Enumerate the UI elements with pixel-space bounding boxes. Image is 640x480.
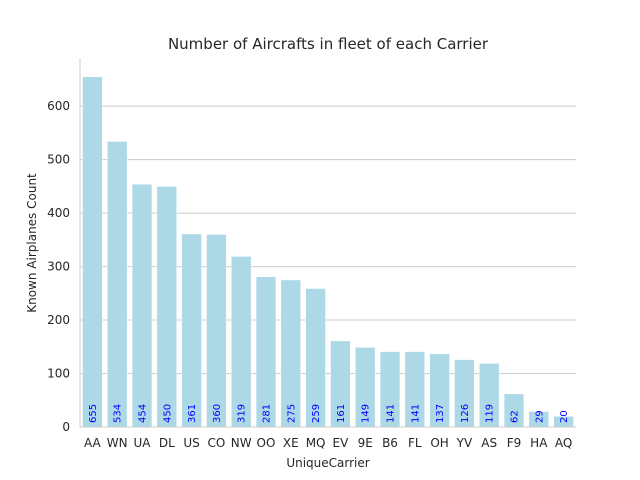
y-tick-label: 600 bbox=[47, 99, 70, 113]
bar-value-label: 454 bbox=[138, 404, 149, 423]
y-tick-labels: 0 100 200 300 400 500 600 bbox=[47, 99, 70, 434]
bar-dl bbox=[156, 186, 177, 428]
y-tick-label: 500 bbox=[47, 153, 70, 167]
x-tick-label: 9E bbox=[358, 436, 373, 450]
y-tick-label: 200 bbox=[47, 313, 70, 327]
bar-value-label: 534 bbox=[113, 404, 124, 423]
x-tick-label: UA bbox=[134, 436, 152, 450]
x-tick-label: B6 bbox=[382, 436, 398, 450]
bar-ua bbox=[131, 183, 153, 428]
y-tick-label: 100 bbox=[47, 367, 70, 381]
bar-value-label: 161 bbox=[336, 404, 347, 423]
x-tick-label: MQ bbox=[306, 436, 326, 450]
x-tick-label: EV bbox=[333, 436, 350, 450]
bar-value-label: 319 bbox=[237, 404, 248, 423]
y-tick-label: 300 bbox=[47, 260, 70, 274]
bar-nw bbox=[231, 256, 252, 428]
chart-title: Number of Aircrafts in fleet of each Car… bbox=[168, 35, 489, 53]
x-tick-label: WN bbox=[107, 436, 128, 450]
x-tick-labels: AA WN UA DL US CO NW OO XE MQ EV 9E B6 FL OH YV AS F9 HA AQ bbox=[84, 436, 572, 450]
x-tick-label: CO bbox=[207, 436, 225, 450]
x-tick-label: OH bbox=[430, 436, 448, 450]
bar-wn bbox=[107, 141, 128, 428]
bar-value-label: 275 bbox=[286, 404, 297, 423]
x-tick-label: AQ bbox=[555, 436, 572, 450]
x-tick-label: XE bbox=[283, 436, 299, 450]
x-axis-label: UniqueCarrier bbox=[286, 456, 369, 470]
bars bbox=[82, 76, 574, 428]
bar-value-label: 281 bbox=[262, 404, 273, 423]
bar-aa bbox=[82, 76, 103, 428]
bar-value-label: 450 bbox=[162, 404, 173, 423]
bar-us bbox=[181, 233, 202, 428]
x-tick-label: AS bbox=[481, 436, 497, 450]
x-tick-label: US bbox=[183, 436, 199, 450]
bar-value-label: 259 bbox=[311, 404, 322, 423]
bar-value-label: 137 bbox=[435, 404, 446, 423]
y-tick-label: 400 bbox=[47, 206, 70, 220]
bar-co bbox=[206, 234, 227, 428]
x-tick-label: AA bbox=[84, 436, 102, 450]
x-tick-label: F9 bbox=[507, 436, 522, 450]
bar-value-label: 141 bbox=[410, 404, 421, 423]
bar-value-label: 141 bbox=[386, 404, 397, 423]
bar-value-label: 29 bbox=[534, 410, 545, 423]
gridlines bbox=[80, 105, 576, 375]
x-tick-label: OO bbox=[257, 436, 276, 450]
bar-value-label: 119 bbox=[485, 404, 496, 423]
x-tick-label: YV bbox=[456, 436, 473, 450]
bar-value-label: 62 bbox=[510, 410, 521, 423]
y-axis-label: Known Airplanes Count bbox=[25, 173, 39, 313]
bar-value-label: 149 bbox=[361, 404, 372, 423]
x-tick-label: DL bbox=[159, 436, 175, 450]
bar-value-label: 20 bbox=[559, 410, 570, 423]
bar-value-label: 655 bbox=[88, 404, 99, 423]
bar-value-label: 361 bbox=[187, 404, 198, 423]
x-tick-label: NW bbox=[231, 436, 252, 450]
x-tick-label: HA bbox=[530, 436, 548, 450]
bar-value-label: 126 bbox=[460, 404, 471, 423]
bar-value-labels: 655 534 454 450 361 360 319 281 275 259 161 149 141 1… bbox=[88, 404, 570, 423]
x-tick-label: FL bbox=[408, 436, 422, 450]
y-tick-label: 0 bbox=[62, 420, 70, 434]
bar-value-label: 360 bbox=[212, 404, 223, 423]
